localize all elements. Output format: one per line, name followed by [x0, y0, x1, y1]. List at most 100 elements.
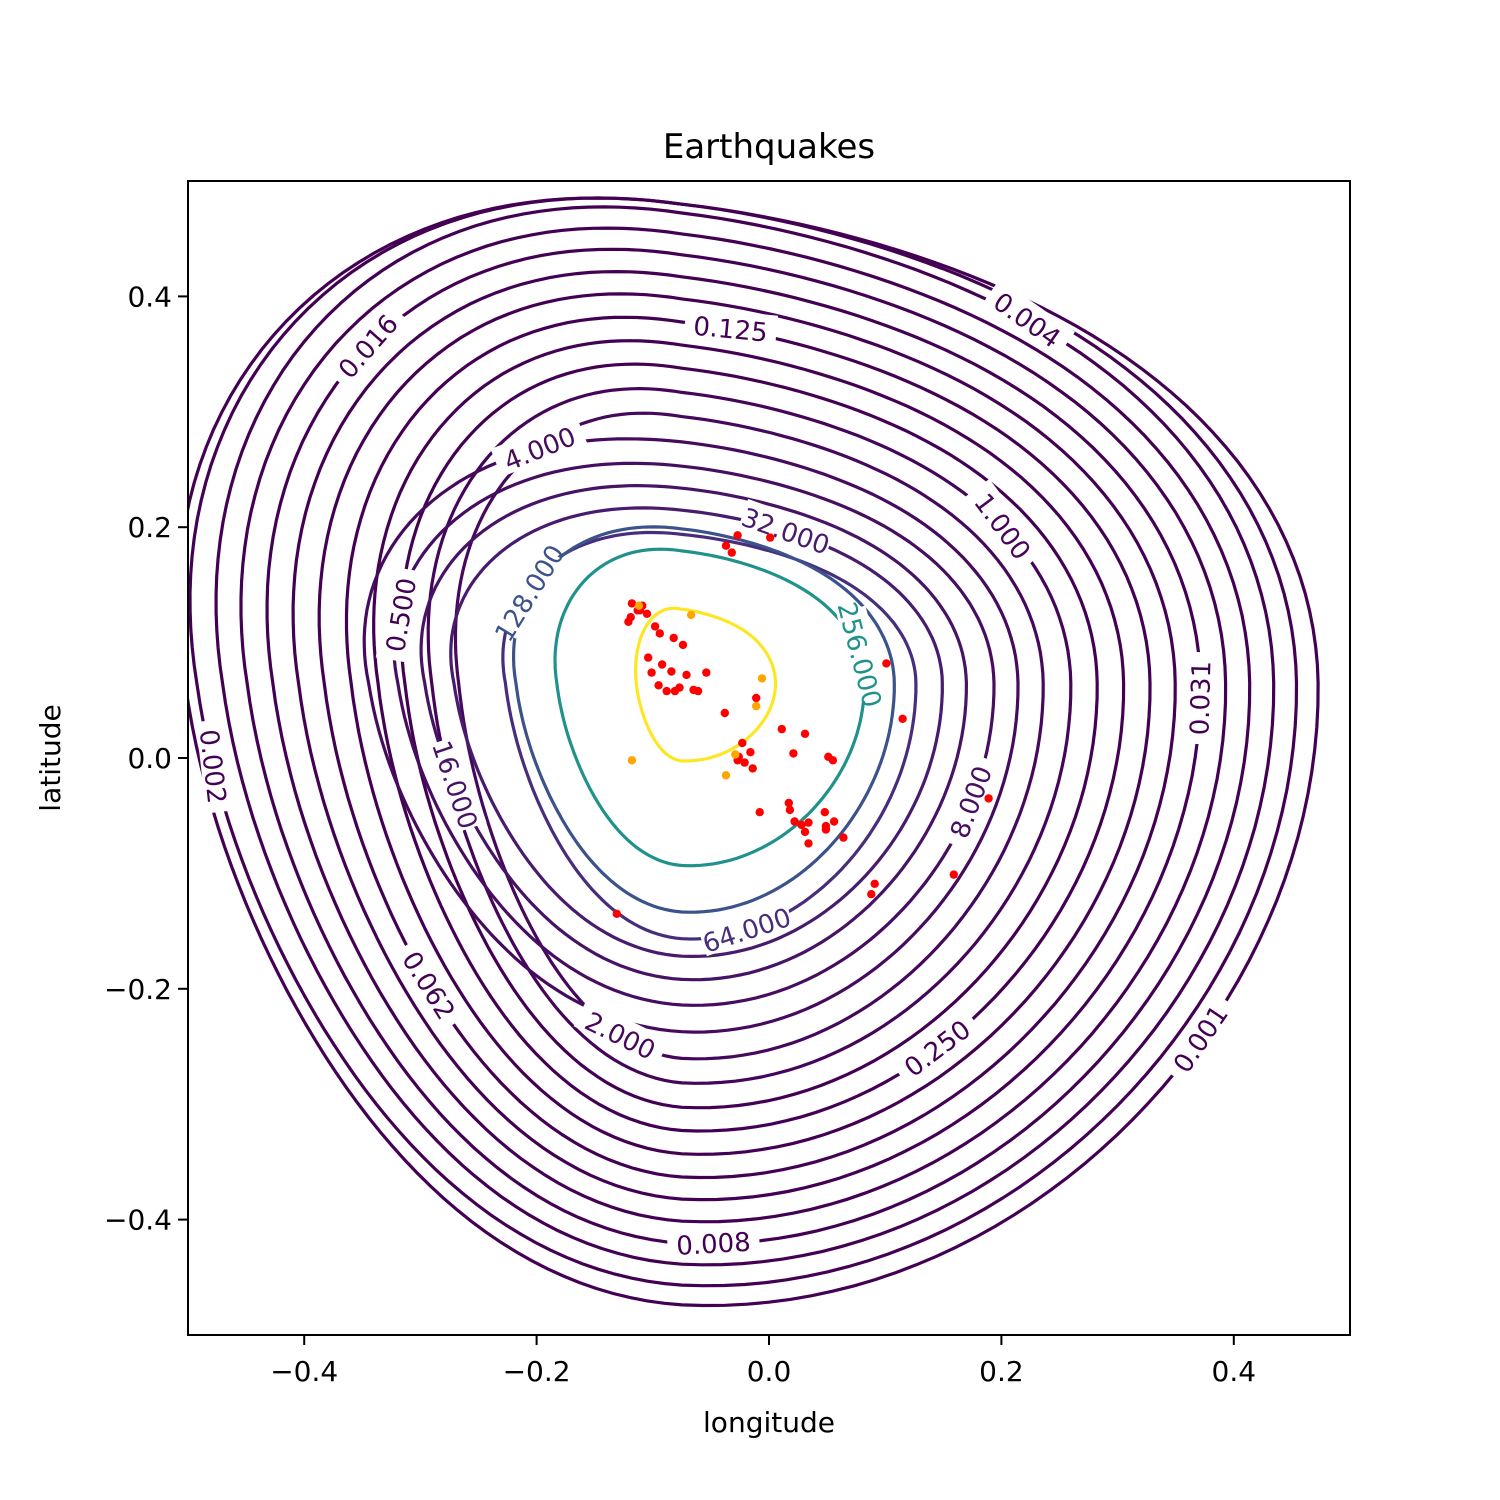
earthquake-point [740, 758, 749, 767]
earthquake-point [784, 798, 793, 808]
earthquake-point [839, 833, 848, 842]
earthquake-point [898, 714, 907, 723]
earthquake-point [821, 825, 831, 834]
earthquake-point [669, 633, 678, 643]
y-axis-ticks: 0.4 0.2 0.0 −0.2 −0.4 [104, 280, 188, 1237]
contour-label-bg [1181, 651, 1214, 745]
contour-label: 0.500 [381, 576, 423, 654]
earthquake-point [789, 749, 798, 758]
earthquake-point [654, 681, 663, 690]
contour-label-bg [836, 605, 889, 703]
y-tick-label: 0.4 [127, 280, 172, 313]
contour-line [317, 292, 1177, 1180]
contour-label-bg [394, 936, 469, 1031]
earthquake-point [686, 610, 696, 620]
earthquake-point [733, 531, 742, 540]
contour-lines [188, 196, 1320, 1308]
earthquake-point [804, 839, 813, 848]
contour-label: 0.031 [1185, 661, 1217, 736]
earthquake-point [727, 548, 736, 557]
earthquake-point [748, 764, 757, 773]
contour-label-bg [428, 735, 487, 833]
earthquake-point [870, 879, 879, 888]
earthquake-point [644, 653, 653, 662]
y-axis-label: latitude [34, 704, 67, 811]
contour-label-bg [324, 300, 408, 389]
earthquake-point [820, 808, 829, 817]
earthquake-point [757, 674, 767, 683]
earthquake-point [777, 724, 786, 734]
earthquake-point [612, 909, 621, 918]
contour-line [453, 411, 1045, 1061]
contour-line [188, 196, 1299, 1288]
contour-label: 0.008 [676, 1228, 752, 1262]
x-tick-label: 0.2 [979, 1355, 1024, 1388]
earthquake-point [804, 818, 813, 827]
x-tick-label: −0.2 [503, 1355, 571, 1388]
x-tick-label: 0.0 [747, 1355, 792, 1388]
contour-line [214, 205, 1276, 1267]
y-tick-label: −0.2 [104, 973, 172, 1006]
earthquake-point [702, 668, 711, 677]
contour-label-bg [697, 898, 795, 957]
earthquake-point [662, 686, 671, 696]
earthquake-point [752, 701, 761, 711]
earthquake-point [627, 599, 637, 608]
earthquake-point [642, 609, 652, 618]
earthquake-point [627, 756, 637, 765]
contour-label: 32.000 [737, 503, 833, 562]
y-tick-label: 0.2 [127, 511, 172, 544]
earthquake-point [657, 660, 667, 669]
x-tick-label: 0.4 [1212, 1355, 1257, 1388]
earthquake-point [738, 738, 747, 748]
earthquake-point [797, 820, 806, 830]
contour-label: 0.062 [395, 947, 460, 1026]
contour-line [265, 247, 1228, 1224]
earthquake-point [755, 808, 764, 817]
contour-label-bg [889, 1006, 982, 1086]
contour-labels: 0.0010.0020.0040.0080.0160.0310.0620.125… [193, 278, 1237, 1262]
contour-line [634, 606, 778, 763]
earthquake-point [800, 827, 810, 837]
earthquake-point [693, 686, 703, 696]
earthquake-point [682, 670, 691, 680]
contour-line [501, 530, 918, 941]
contour-label-bg [573, 999, 670, 1067]
earthquake-point [746, 748, 755, 757]
contour-line [399, 362, 1099, 1110]
earthquake-point [829, 817, 839, 826]
earthquake-point [949, 870, 958, 879]
earthquake-point [790, 817, 799, 826]
contour-label-bg [490, 544, 564, 639]
earthquake-point [720, 708, 729, 718]
x-axis-label: longitude [703, 1406, 835, 1439]
earthquake-point [752, 693, 761, 703]
y-tick-label: 0.0 [127, 742, 172, 775]
contour-line [239, 226, 1252, 1246]
x-axis-ticks: −0.4 −0.2 0.0 0.2 0.4 [270, 1335, 1256, 1388]
contour-label-bg [683, 306, 779, 346]
contour-line [291, 269, 1203, 1202]
earthquake-point [731, 750, 740, 759]
contour-line [426, 386, 1073, 1085]
x-tick-label: −0.4 [270, 1355, 338, 1388]
earthquake-point [721, 771, 731, 780]
earthquake-point [647, 668, 656, 677]
contour-label-bg [490, 415, 588, 478]
earthquake-point [828, 756, 838, 765]
contour-line [344, 315, 1152, 1156]
contour-line [419, 483, 969, 982]
contour-label-bg [965, 478, 1045, 571]
contour-label-bg [666, 1223, 761, 1259]
earthquake-point [634, 601, 644, 610]
earthquake-point [785, 805, 795, 815]
contour-label-bg [1159, 990, 1237, 1084]
contour-label-bg [195, 718, 237, 814]
contour-label-bg [375, 566, 421, 663]
contour-line [188, 196, 1320, 1308]
earthquake-point [624, 617, 633, 626]
earthquake-point [678, 640, 688, 650]
contour-line [362, 437, 1020, 1034]
earthquake-point [655, 629, 664, 638]
earthquake-point [667, 667, 676, 676]
